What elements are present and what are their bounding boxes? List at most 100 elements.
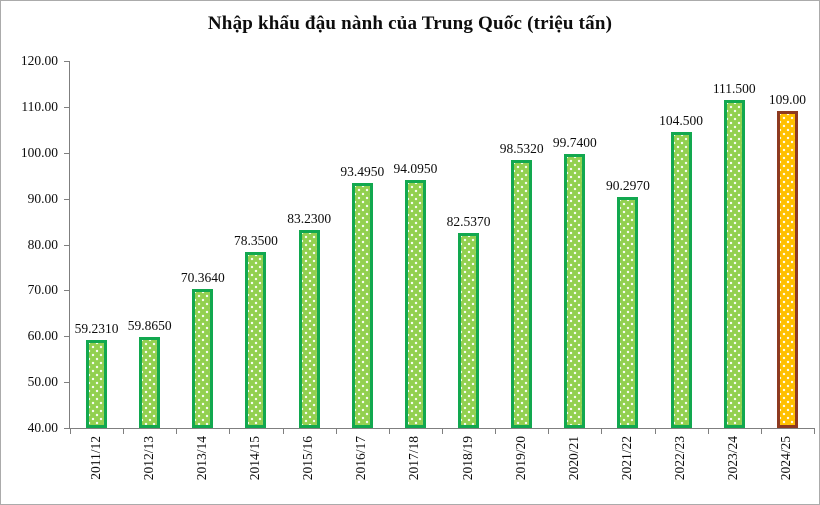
x-axis-category-label: 2012/13 [140,436,156,481]
x-axis-tick-mark [388,428,390,434]
bar-value-label: 78.3500 [234,233,278,249]
x-label-cell: 2022/23 [654,436,707,498]
x-axis-tick-mark [123,428,125,434]
x-label-cell: 2020/21 [547,436,600,498]
x-axis-tick-mark [442,428,443,434]
x-axis-category-label: 2024/25 [778,436,794,481]
x-label-cell: 2024/25 [760,436,813,498]
y-axis-tick-mark [64,290,70,292]
chart-title: Nhập khẩu đậu nành của Trung Quốc (triệu… [207,13,613,34]
bar-group-2016-17: 93.4950 [336,61,389,428]
y-axis-tick-label: 40.00 [27,420,58,435]
x-axis-tick-mark [654,428,656,434]
bar-2017-18 [404,179,426,428]
bar-value-label: 94.0950 [393,160,438,176]
x-label-cell: 2023/24 [707,436,760,498]
y-axis-tick-label: 110.00 [21,98,58,114]
x-axis-category-label: 2023/24 [725,436,741,481]
y-axis-tick-label: 100.00 [20,144,58,160]
x-axis-category-label: 2020/21 [565,436,581,481]
x-axis-tick-mark [229,428,231,434]
x-axis-labels: 2011/12 2012/13 2013/14 2014/15 2015/16 2016/… [69,436,813,498]
bar-2018-19 [458,232,480,428]
y-axis-tick-mark [64,198,70,200]
y-axis-tick-label: 80.00 [27,236,58,252]
x-label-cell: 2014/15 [228,436,281,498]
x-label-cell: 2017/18 [388,436,441,498]
bar-value-label: 99.7400 [552,134,597,150]
x-axis-tick-mark [70,428,71,434]
bar-value-label: 98.5320 [499,140,544,156]
bar-group-2015-16: 83.2300 [283,61,336,428]
x-label-cell: 2016/17 [335,436,388,498]
bar-group-2017-18: 94.0950 [389,61,442,428]
y-axis-tick-mark [64,382,70,384]
bar-value-label: 82.5370 [446,213,491,229]
x-axis-tick-mark [335,428,337,434]
x-axis-category-label: 2022/23 [672,436,688,481]
bar-2023-24 [723,100,745,428]
x-axis-tick-mark [548,428,550,434]
x-axis-category-label: 2015/16 [300,436,316,481]
bar-2015-16 [298,229,320,428]
bar-value-label: 111.500 [712,81,756,96]
y-axis-tick-label: 60.00 [27,328,58,344]
x-axis-category-label: 2014/15 [246,436,262,481]
x-label-cell: 2019/20 [494,436,547,498]
y-axis-tick-mark [64,152,70,154]
bar-2013-14 [192,288,214,428]
bar-2019-20 [511,159,533,428]
x-axis-tick-mark [760,428,762,434]
x-label-cell: 2012/13 [122,436,175,498]
bar-2011-12 [86,339,108,428]
x-axis-tick-mark [282,428,284,434]
bar-group-2024-25: 109.00 [761,61,814,428]
bar-value-label: 83.2300 [287,210,332,226]
bar-value-label: 70.3640 [180,269,225,285]
bar-group-2014-15: 78.3500 [229,61,282,428]
y-axis-tick-mark [64,428,70,429]
bar-group-2019-20: 98.5320 [495,61,548,428]
bar-2020-21 [564,153,586,428]
y-axis-tick-label: 120.00 [20,53,58,68]
bar-group-2018-19: 82.5370 [442,61,495,428]
bar-2016-17 [351,182,373,428]
x-label-cell: 2021/22 [600,436,653,498]
bar-value-label: 104.500 [659,113,704,129]
bar-value-label: 59.2310 [74,320,119,336]
x-label-cell: 2013/14 [175,436,228,498]
x-axis-category-label: 2011/12 [87,436,103,480]
y-axis-tick-label: 70.00 [27,282,58,298]
bar-2024-25 [776,111,798,428]
x-label-cell: 2011/12 [69,436,122,498]
bar-2014-15 [245,252,267,428]
bar-group-2021-22: 90.2970 [601,61,654,428]
y-axis-tick-mark [64,61,70,62]
x-axis-category-label: 2021/22 [618,436,634,481]
bar-group-2023-24: 111.500 [708,61,761,428]
bar-group-2012-13: 59.8650 [123,61,176,428]
x-label-cell: 2018/19 [441,436,494,498]
y-axis-tick-mark [64,106,70,108]
x-axis-category-label: 2017/18 [406,436,422,481]
y-axis-tick-mark [64,244,70,246]
bar-group-2013-14: 70.3640 [176,61,229,428]
x-axis-category-label: 2019/20 [512,436,528,481]
x-axis-category-label: 2016/17 [353,436,369,481]
x-axis-tick-mark [814,428,815,434]
y-axis-tick-label: 90.00 [27,190,58,206]
plot-area: 40.00 50.00 60.00 70.00 80.00 90.00 100.00 110.… [21,53,815,435]
bar-group-2022-23: 104.500 [655,61,708,428]
bar-group-2011-12: 59.2310 [70,61,123,428]
x-axis-tick-mark [707,428,709,434]
x-axis-category-label: 2013/14 [193,436,209,481]
x-axis-tick-mark [601,428,603,434]
bar-2012-13 [139,336,161,428]
y-axis-tick-mark [64,336,70,338]
bar-group-2020-21: 99.7400 [548,61,601,428]
bar-2022-23 [670,132,692,428]
x-axis-category-label: 2018/19 [459,436,475,481]
bar-value-label: 90.2970 [606,178,650,194]
bar-value-label: 59.8650 [127,317,172,333]
